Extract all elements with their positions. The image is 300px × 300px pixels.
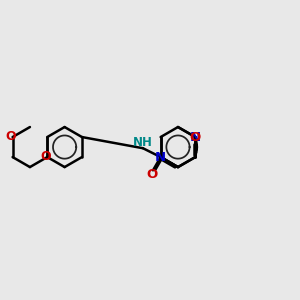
Text: NH: NH xyxy=(132,136,152,149)
Text: O: O xyxy=(6,130,16,143)
Text: O: O xyxy=(190,131,201,144)
Text: N: N xyxy=(155,151,166,164)
Text: O: O xyxy=(40,150,51,163)
Text: O: O xyxy=(146,168,157,181)
Text: N: N xyxy=(190,130,201,143)
